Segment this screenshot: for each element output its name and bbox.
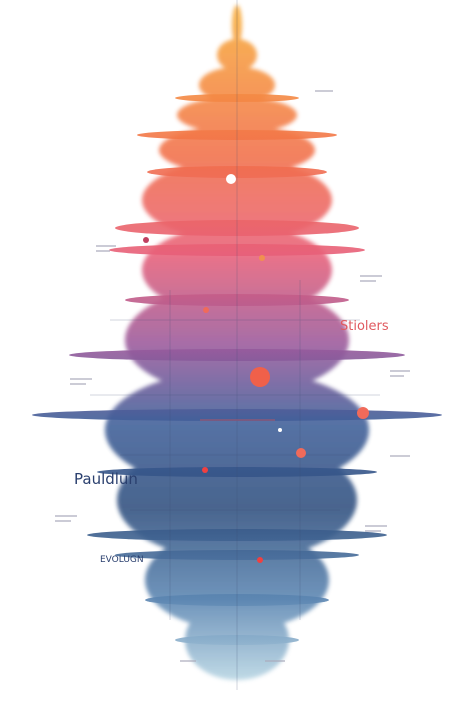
left-title: Pauldlun — [74, 470, 138, 488]
left-small-label: EVOLUGN — [100, 555, 144, 565]
streaks — [32, 94, 442, 645]
dots — [143, 174, 369, 563]
grid-lines — [90, 0, 380, 690]
note-blocks — [55, 90, 410, 662]
right-title: Stiolers — [340, 319, 389, 334]
